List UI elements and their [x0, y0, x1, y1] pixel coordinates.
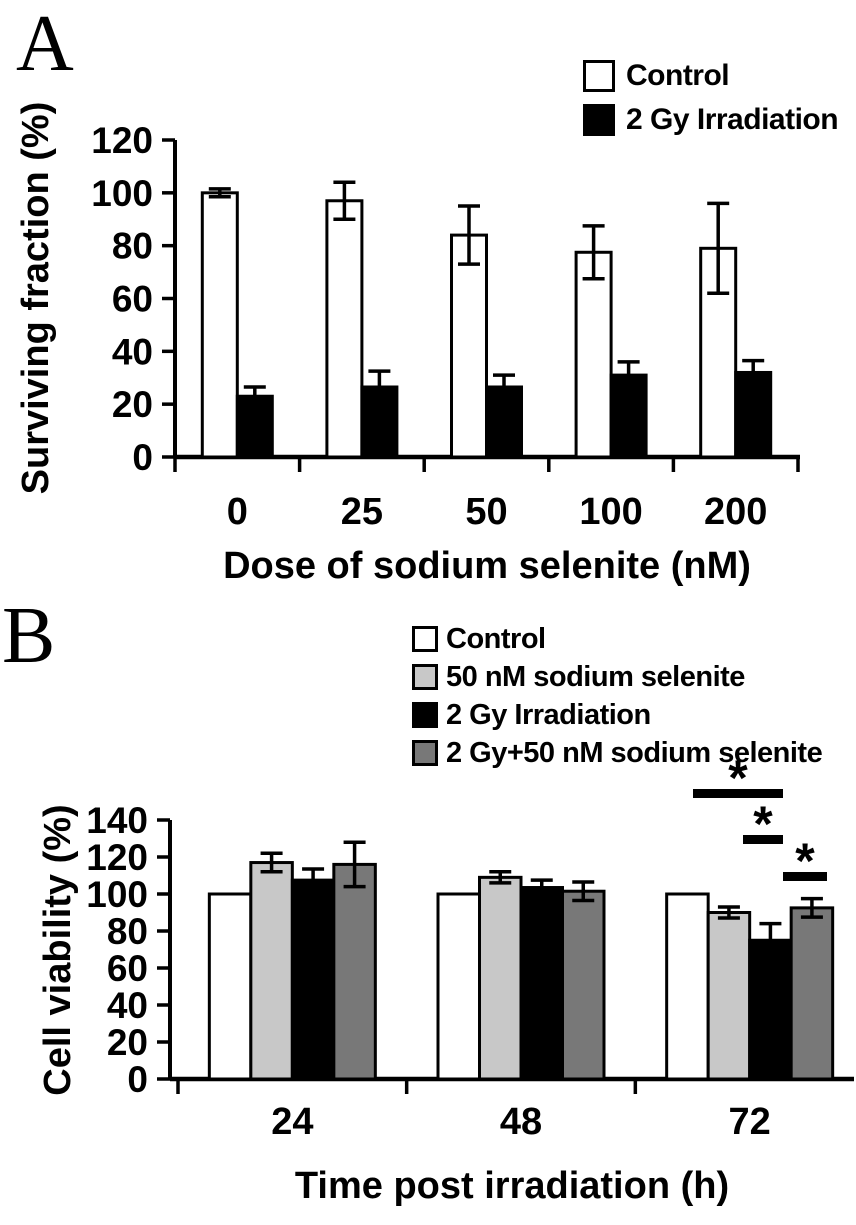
y-tick-label: 80: [112, 226, 153, 267]
legend-item: Control: [583, 54, 838, 98]
bar: [748, 938, 793, 1081]
y-tick-label: 120: [91, 120, 153, 161]
y-tick-label: 20: [112, 384, 153, 425]
bar: [450, 233, 488, 459]
panel-b-label: B: [2, 592, 56, 680]
bar: [360, 385, 399, 459]
legend-swatch-icon: [412, 626, 438, 652]
x-category-label: 50: [465, 491, 507, 533]
bar: [734, 370, 773, 459]
bar: [249, 861, 294, 1081]
legend-swatch-icon: [412, 664, 438, 690]
x-category-label: 72: [729, 1101, 771, 1143]
y-tick-label: 20: [107, 1022, 148, 1063]
legend-item: 2 Gy+50 nM sodium selenite: [412, 734, 823, 772]
legend-item: 2 Gy Irradiation: [583, 98, 839, 142]
y-tick-label: 100: [86, 874, 148, 915]
significance-bar: [693, 789, 783, 798]
bar: [290, 878, 336, 1081]
legend-item: Control: [412, 620, 822, 658]
legend-swatch-icon: [412, 740, 438, 766]
y-tick-label: 120: [86, 837, 148, 878]
bar: [574, 250, 613, 459]
legend-label: Control: [626, 59, 730, 92]
legend-label: 2 Gy+50 nM sodium selenite: [446, 736, 823, 769]
y-axis-title: Surviving fraction (%): [15, 102, 57, 495]
bar: [200, 191, 239, 459]
y-tick-label: 40: [107, 985, 148, 1026]
x-category-label: 0: [227, 491, 248, 533]
bar: [436, 892, 481, 1081]
bar: [207, 892, 253, 1081]
legend-swatch-icon: [583, 104, 615, 136]
legend-item: 50 nM sodium selenite: [412, 658, 822, 696]
chart-a-surviving-fraction: 0 20 40 60 80 100 120 0 25 50 100 200 Dose of sodium…: [15, 102, 800, 587]
y-tick-label: 0: [127, 1059, 148, 1100]
bar: [478, 875, 523, 1081]
panel-a-label: A: [16, 0, 74, 88]
y-tick-label: 0: [132, 437, 153, 478]
significance-asterisk: *: [728, 750, 748, 806]
bar: [332, 862, 377, 1081]
legend-label: 2 Gy Irradiation: [626, 103, 839, 136]
bar: [706, 911, 752, 1081]
chart-b-legend: Control 50 nM sodium selenite 2 Gy Irradia…: [412, 620, 823, 772]
y-axis-title: Cell viability (%): [37, 804, 79, 1095]
y-tick-label: 40: [112, 331, 153, 372]
y-tick-label: 100: [91, 173, 153, 214]
y-tick-label: 80: [107, 911, 148, 952]
x-category-label: 200: [704, 491, 767, 533]
legend-label: Control: [446, 622, 546, 655]
bar: [561, 889, 606, 1081]
significance-bar: [783, 872, 827, 881]
bar: [325, 199, 364, 459]
chart-a-legend: Control 2 Gy Irradiation: [583, 54, 839, 142]
legend-swatch-icon: [583, 60, 615, 92]
y-tick-label: 60: [112, 279, 153, 320]
bar: [789, 906, 835, 1081]
x-category-label: 24: [271, 1101, 313, 1143]
legend-label: 50 nM sodium selenite: [446, 660, 745, 693]
x-axis-title: Time post irradiation (h): [295, 1165, 729, 1207]
bar: [519, 886, 564, 1081]
significance-asterisk: *: [753, 796, 773, 852]
x-category-label: 25: [341, 491, 383, 533]
legend-swatch-icon: [412, 702, 438, 728]
y-tick-label: 60: [107, 948, 148, 989]
x-category-label: 48: [500, 1101, 542, 1143]
bar: [665, 892, 710, 1081]
x-axis-title: Dose of sodium selenite (nM): [223, 545, 751, 587]
significance-bar: [743, 835, 783, 844]
x-category-label: 100: [579, 491, 642, 533]
significance-asterisk: *: [795, 833, 815, 889]
y-tick-label: 140: [86, 800, 148, 841]
legend-item: 2 Gy Irradiation: [412, 696, 822, 734]
legend-label: 2 Gy Irradiation: [446, 698, 651, 731]
